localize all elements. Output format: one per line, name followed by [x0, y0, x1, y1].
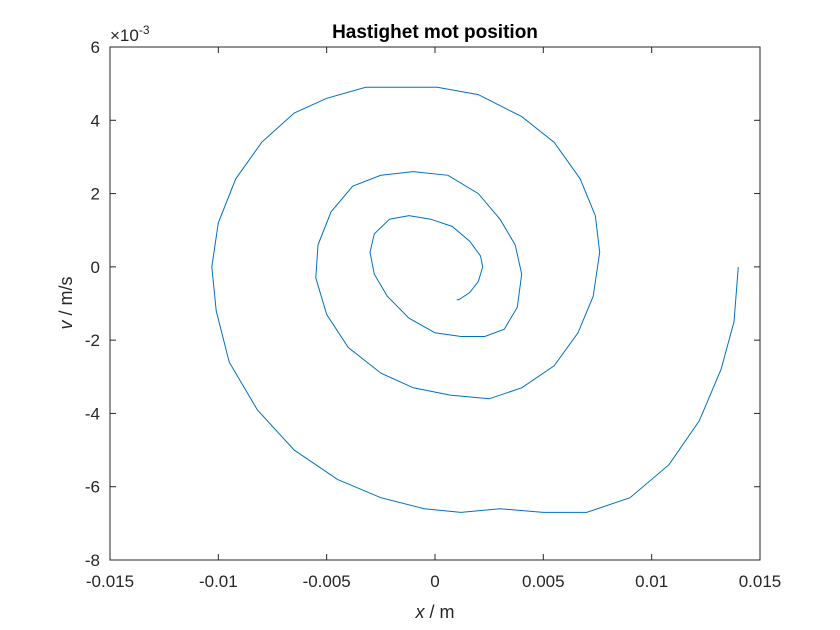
y-tick-label: -2	[85, 331, 100, 350]
y-exponent-power: -3	[139, 23, 150, 37]
y-tick-label: 0	[91, 258, 100, 277]
y-tick-label: -4	[85, 404, 100, 423]
x-tick-label: -0.01	[199, 572, 238, 591]
y-tick-label: 6	[91, 38, 100, 57]
y-axis-label: v / m/s	[56, 277, 76, 330]
y-axis-var: v	[56, 320, 76, 330]
x-tick-label: -0.015	[86, 572, 134, 591]
y-tick-label: 2	[91, 185, 100, 204]
y-tick-label: 4	[91, 111, 100, 130]
x-axis-label: x / m	[415, 602, 455, 622]
x-tick-label: -0.005	[303, 572, 351, 591]
y-tick-label: -8	[85, 551, 100, 570]
x-axis-var: x	[415, 602, 426, 622]
x-axis-unit: / m	[425, 602, 455, 622]
x-tick-label: 0.015	[739, 572, 782, 591]
series-line	[211, 86, 739, 513]
x-tick-label: 0	[430, 572, 439, 591]
x-tick-label: 0.005	[522, 572, 565, 591]
plot-area	[110, 47, 760, 560]
y-exponent-base: ×10	[110, 26, 139, 45]
y-axis-unit: / m/s	[56, 277, 76, 321]
y-tick-label: -6	[85, 478, 100, 497]
x-tick-label: 0.01	[635, 572, 668, 591]
chart-title: Hastighet mot position	[332, 22, 538, 43]
ticks-layer: -0.015 -0.01 -0.005 0 0.005 0.01 0.015 -8 -6 -4 -2…	[85, 38, 781, 591]
y-exponent-label: ×10-3	[110, 23, 150, 45]
axes-box	[109, 46, 761, 561]
